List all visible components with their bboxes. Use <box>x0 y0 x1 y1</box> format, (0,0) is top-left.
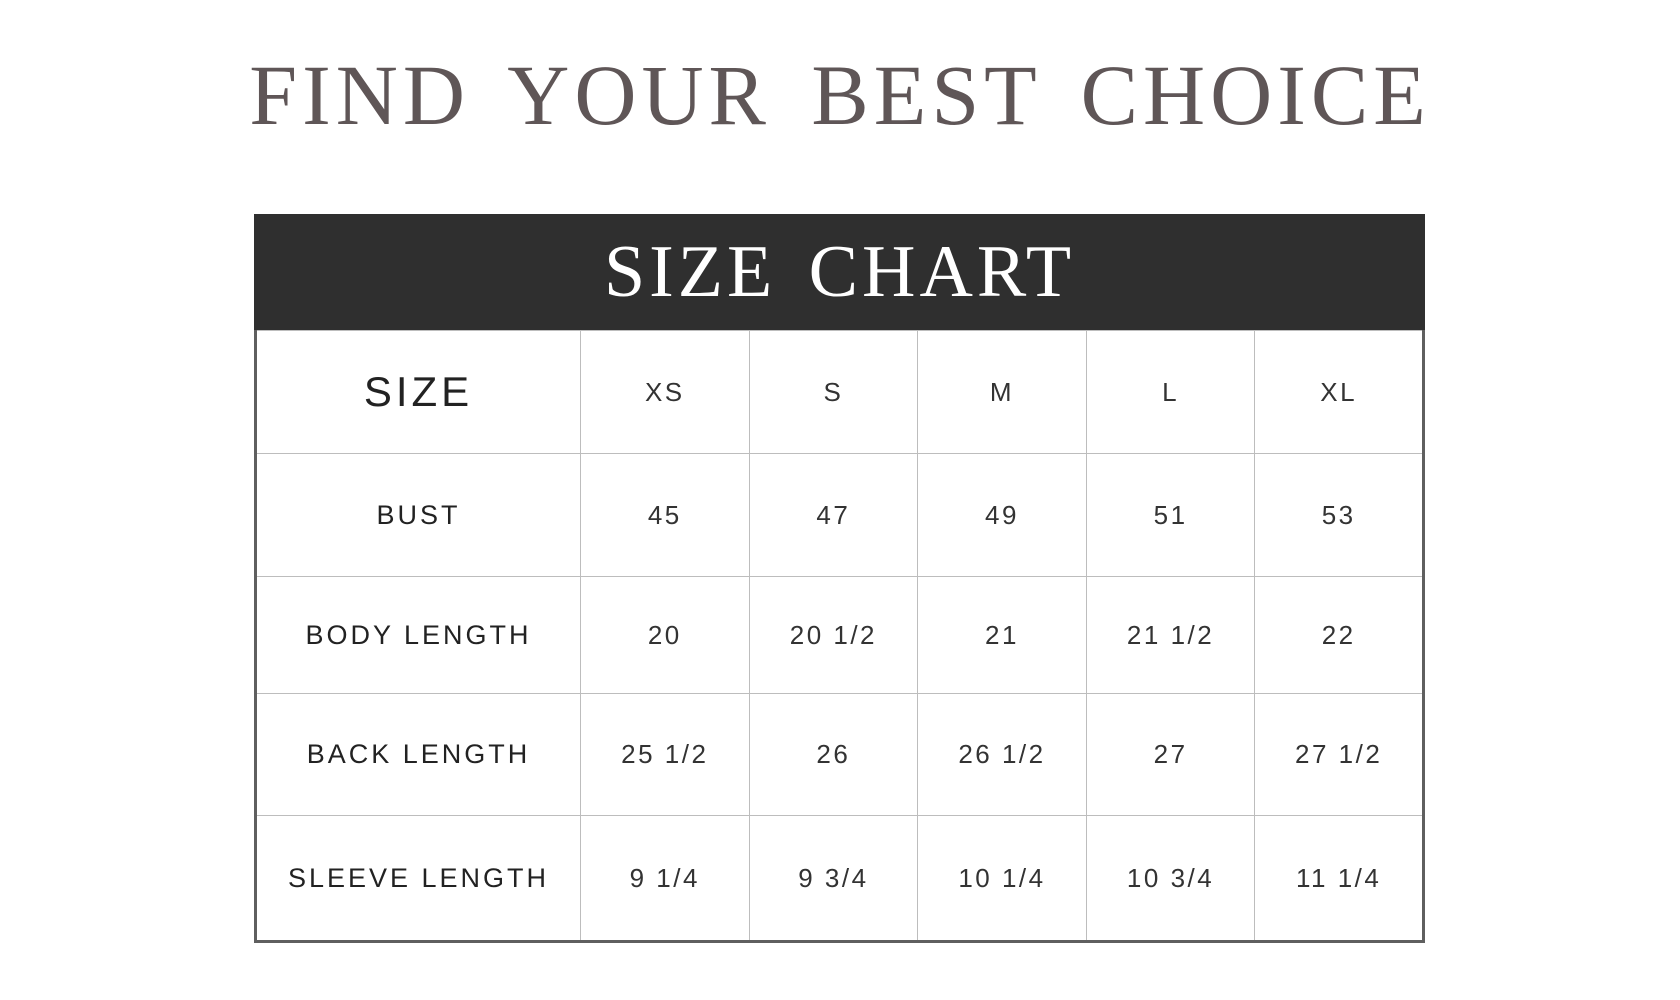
size-chart-header: SIZE CHART <box>254 214 1425 330</box>
table-cell: 27 <box>1085 693 1256 816</box>
row-label: BODY LENGTH <box>255 576 581 694</box>
table-cell: 53 <box>1254 453 1424 577</box>
header-size-s: S <box>748 330 919 454</box>
table-cell: 26 1/2 <box>917 693 1087 816</box>
table-cell: 11 1/4 <box>1254 815 1424 942</box>
table-row: BUST 45 47 49 51 53 <box>255 453 1424 577</box>
table-row: BODY LENGTH 20 20 1/2 21 21 1/2 22 <box>255 576 1424 694</box>
table-cell: 26 <box>748 693 919 816</box>
header-size-m: M <box>917 330 1087 454</box>
table-row: BACK LENGTH 25 1/2 26 26 1/2 27 27 1/2 <box>255 693 1424 816</box>
table-header-row: SIZE XS S M L XL <box>255 330 1424 454</box>
table-cell: 25 1/2 <box>580 693 750 816</box>
table-cell: 9 3/4 <box>748 815 919 942</box>
table-row: SLEEVE LENGTH 9 1/4 9 3/4 10 1/4 10 3/4 … <box>255 815 1424 942</box>
table-cell: 22 <box>1254 576 1424 694</box>
page-title: FIND YOUR BEST CHOICE <box>249 47 1431 143</box>
table-cell: 27 1/2 <box>1254 693 1424 816</box>
size-chart: SIZE CHART SIZE XS S M L XL BUST 45 47 4… <box>254 214 1425 943</box>
header-size-xl: XL <box>1254 330 1424 454</box>
table-cell: 9 1/4 <box>580 815 750 942</box>
table-cell: 21 1/2 <box>1085 576 1256 694</box>
table-cell: 45 <box>580 453 750 577</box>
table-cell: 51 <box>1085 453 1256 577</box>
table-cell: 20 1/2 <box>748 576 919 694</box>
table-cell: 21 <box>917 576 1087 694</box>
header-size-xs: XS <box>580 330 750 454</box>
table-cell: 49 <box>917 453 1087 577</box>
row-label: BACK LENGTH <box>255 693 581 816</box>
header-size-label: SIZE <box>255 330 581 454</box>
table-cell: 47 <box>748 453 919 577</box>
row-label: SLEEVE LENGTH <box>255 815 581 942</box>
table-cell: 20 <box>580 576 750 694</box>
size-table: SIZE XS S M L XL BUST 45 47 49 51 53 BOD… <box>254 330 1425 943</box>
table-cell: 10 1/4 <box>917 815 1087 942</box>
row-label: BUST <box>255 453 581 577</box>
table-cell: 10 3/4 <box>1085 815 1256 942</box>
header-size-l: L <box>1085 330 1256 454</box>
